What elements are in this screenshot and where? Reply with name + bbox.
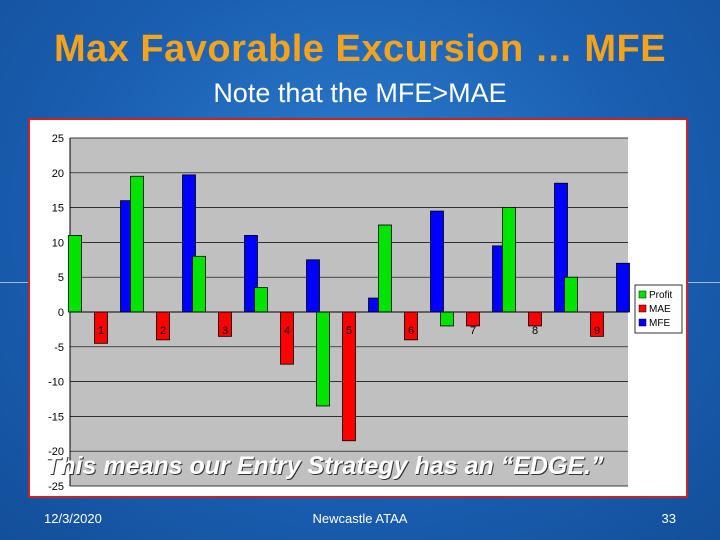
category-label: 5 bbox=[346, 325, 352, 337]
legend-swatch bbox=[638, 304, 647, 313]
bar-mae bbox=[466, 311, 480, 327]
category-label: 2 bbox=[160, 325, 166, 337]
chart-frame: 25 20 15 10 5 0 -5 -10 -15 -20 -25 1 2 3 4 5 6 7 8 9 Profit M… bbox=[28, 118, 688, 498]
legend-swatch bbox=[638, 290, 647, 299]
bar-profit bbox=[192, 255, 206, 313]
footer-center-text: Newcastle ATAA bbox=[312, 511, 408, 526]
bar-profit bbox=[316, 311, 330, 407]
slide-subtitle: Note that the MFE>MAE bbox=[213, 78, 507, 108]
legend-label: MAE bbox=[649, 304, 671, 315]
footer-page-number: 33 bbox=[661, 511, 676, 526]
bar-profit bbox=[440, 311, 454, 327]
bar-profit bbox=[502, 207, 516, 313]
y-tick-label: -15 bbox=[48, 411, 64, 423]
bar-mae bbox=[280, 311, 294, 365]
slide-title: Max Favorable Excursion … MFE bbox=[53, 28, 667, 70]
bar-mae bbox=[528, 311, 542, 327]
y-tick-label: 25 bbox=[52, 133, 64, 145]
bar-mfe bbox=[306, 259, 320, 313]
y-tick-label: 0 bbox=[58, 307, 64, 319]
footer-date: 12/3/2020 bbox=[44, 511, 102, 526]
y-tick-label: -25 bbox=[48, 481, 64, 493]
category-label: 4 bbox=[284, 325, 290, 337]
edge-caption: This means our Entry Strategy has an “ED… bbox=[45, 452, 604, 480]
category-label: 8 bbox=[532, 325, 538, 337]
y-tick-label: 5 bbox=[58, 272, 64, 284]
legend-label: MFE bbox=[649, 318, 670, 329]
y-tick-label: -20 bbox=[48, 446, 64, 458]
bar-profit bbox=[130, 175, 144, 313]
category-label: 6 bbox=[408, 325, 414, 337]
bar-mfe bbox=[430, 210, 444, 313]
category-label: 9 bbox=[594, 325, 600, 337]
category-label: 3 bbox=[222, 325, 228, 337]
bar-chart: 25 20 15 10 5 0 -5 -10 -15 -20 -25 1 2 3 4 5 6 7 8 9 Profit M… bbox=[48, 133, 683, 493]
y-tick-label: 15 bbox=[52, 203, 64, 215]
y-tick-label: -5 bbox=[54, 342, 64, 354]
bar-profit bbox=[564, 276, 578, 313]
y-tick-label: -10 bbox=[48, 377, 64, 389]
legend-swatch bbox=[638, 318, 647, 327]
legend-label: Profit bbox=[649, 290, 673, 301]
bar-mfe bbox=[616, 262, 630, 313]
bar-profit bbox=[254, 287, 268, 313]
bar-profit bbox=[378, 224, 392, 313]
y-tick-label: 10 bbox=[52, 237, 64, 249]
y-tick-label: 20 bbox=[52, 168, 64, 180]
bar-profit bbox=[68, 235, 82, 313]
category-label: 7 bbox=[470, 325, 476, 337]
category-label: 1 bbox=[98, 325, 104, 337]
